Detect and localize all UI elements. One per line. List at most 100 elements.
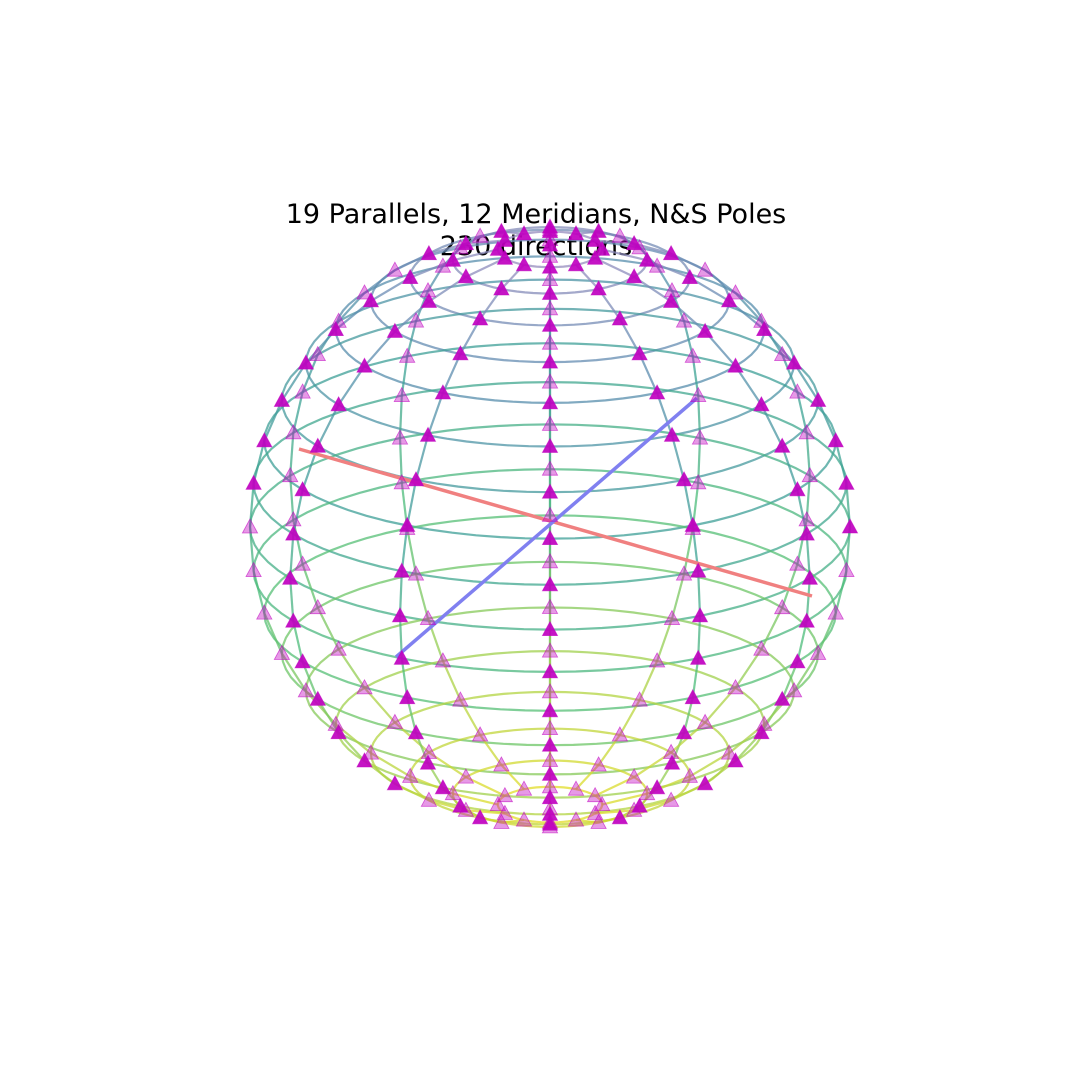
- direction-marker: [684, 516, 702, 532]
- direction-marker: [662, 292, 680, 308]
- direction-marker: [789, 555, 806, 571]
- direction-marker: [330, 395, 347, 412]
- direction-marker: [457, 768, 475, 784]
- direction-marker: [294, 555, 311, 571]
- direction-marker: [631, 691, 648, 707]
- direction-marker: [398, 347, 416, 363]
- direction-marker: [362, 292, 380, 308]
- direction-marker: [401, 268, 419, 285]
- direction-marker: [541, 394, 559, 410]
- meridian-line: [252, 440, 266, 484]
- direction-marker: [493, 813, 510, 829]
- direction-marker: [515, 780, 533, 796]
- direction-marker: [590, 813, 607, 829]
- direction-marker: [586, 249, 604, 265]
- direction-marker: [541, 316, 559, 332]
- direction-marker: [541, 483, 559, 499]
- direction-marker: [309, 437, 327, 453]
- direction-marker: [386, 713, 404, 729]
- direction-marker: [691, 607, 709, 623]
- direction-marker: [294, 653, 311, 669]
- meridian-line: [734, 648, 763, 689]
- direction-marker: [541, 236, 559, 252]
- direction-marker: [684, 688, 702, 705]
- direction-marker: [471, 227, 489, 243]
- meridian-line: [682, 528, 694, 575]
- direction-marker: [727, 752, 744, 768]
- meridian-line: [301, 563, 319, 609]
- direction-marker: [496, 231, 514, 247]
- direction-marker: [753, 640, 770, 656]
- direction-marker: [625, 268, 643, 284]
- direction-marker: [393, 386, 411, 403]
- direction-marker: [681, 268, 699, 285]
- direction-marker: [648, 652, 666, 668]
- direction-marker: [675, 312, 693, 328]
- direction-marker: [773, 437, 791, 453]
- direction-marker: [541, 736, 559, 752]
- direction-marker: [753, 723, 770, 740]
- direction-marker: [727, 678, 744, 695]
- direction-marker: [419, 426, 437, 442]
- direction-marker: [789, 480, 806, 497]
- meridian-line: [363, 269, 396, 294]
- meridian-line: [656, 618, 674, 662]
- direction-marker: [785, 354, 803, 370]
- direction-markers: [241, 218, 859, 834]
- direction-marker: [420, 244, 438, 261]
- direction-marker: [663, 754, 681, 770]
- direction-marker: [398, 516, 416, 532]
- meridian-line: [633, 242, 672, 255]
- direction-marker: [801, 569, 819, 585]
- meridian-line: [426, 392, 444, 436]
- direction-marker: [420, 791, 438, 807]
- meridian-line: [670, 435, 686, 481]
- meridian-line: [834, 570, 848, 614]
- direction-marker: [675, 471, 693, 487]
- meridian-line: [465, 257, 506, 278]
- direction-marker: [541, 437, 559, 453]
- direction-marker: [689, 562, 707, 578]
- direction-marker: [285, 423, 302, 440]
- direction-marker: [401, 767, 419, 783]
- meridian-line: [406, 528, 418, 575]
- direction-marker: [457, 268, 475, 284]
- direction-marker: [662, 791, 680, 807]
- meridian-line: [263, 400, 283, 442]
- direction-marker: [696, 261, 714, 277]
- direction-marker: [827, 604, 844, 620]
- direction-marker: [586, 804, 604, 820]
- direction-marker: [611, 726, 629, 742]
- meridian-line: [734, 292, 763, 323]
- direction-marker: [515, 225, 533, 241]
- direction-marker: [648, 384, 666, 400]
- direction-marker: [675, 565, 693, 581]
- direction-marker: [541, 575, 559, 592]
- meridian-line: [335, 723, 372, 754]
- direction-marker: [256, 604, 273, 620]
- direction-marker: [567, 225, 585, 241]
- direction-marker: [386, 261, 404, 277]
- direction-marker: [541, 683, 559, 699]
- direction-marker: [827, 432, 844, 448]
- direction-marker: [434, 778, 452, 795]
- direction-marker: [386, 774, 404, 791]
- direction-marker: [496, 786, 514, 803]
- direction-marker: [755, 320, 773, 337]
- direction-marker: [663, 426, 681, 442]
- direction-marker: [798, 525, 815, 541]
- direction-marker: [611, 227, 629, 243]
- direction-marker: [294, 383, 311, 399]
- direction-marker: [297, 354, 315, 370]
- direction-marker: [330, 723, 347, 740]
- direction-marker: [841, 518, 859, 534]
- meridian-line: [428, 242, 467, 255]
- direction-marker: [391, 429, 409, 445]
- meridian-line: [601, 792, 648, 806]
- direction-marker: [393, 562, 411, 578]
- direction-marker: [489, 795, 507, 811]
- direction-marker: [789, 653, 806, 669]
- meridian-line: [414, 435, 430, 481]
- meridian-line: [834, 440, 848, 484]
